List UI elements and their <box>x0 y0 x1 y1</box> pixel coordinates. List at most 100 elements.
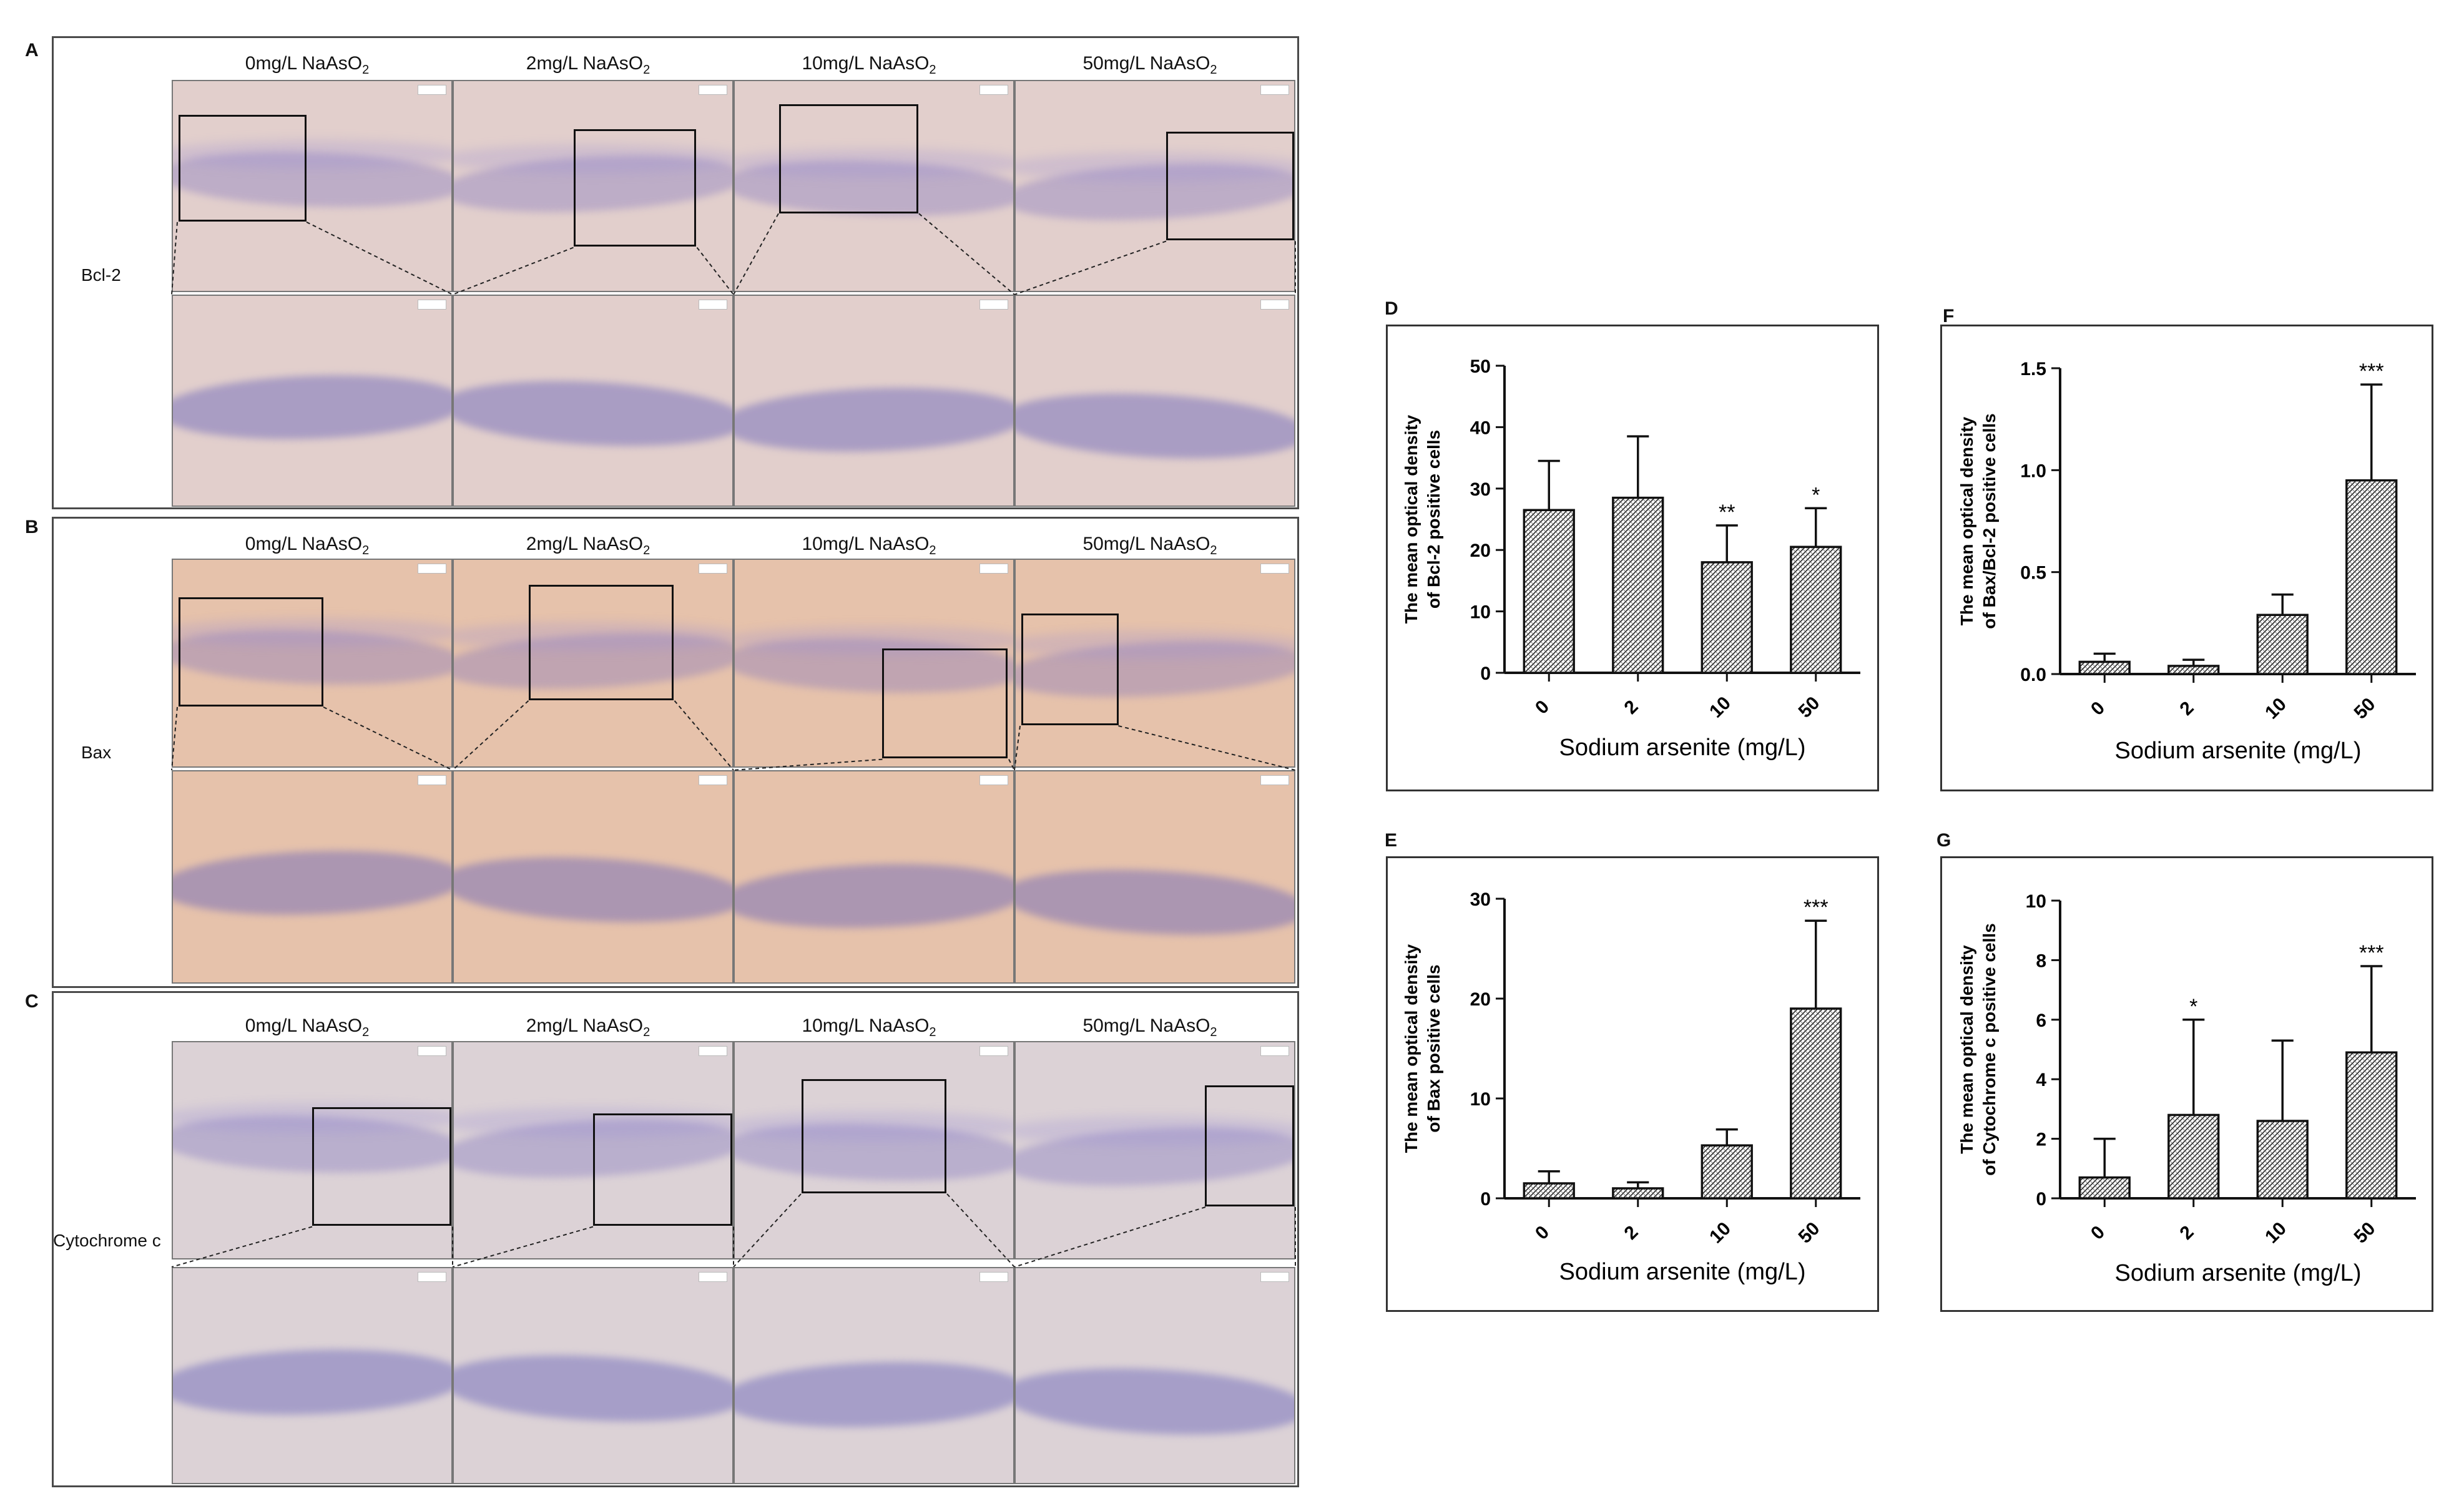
y-tick-label: 30 <box>1470 479 1491 500</box>
pyramidal-layer-halo <box>173 617 451 647</box>
x-axis-title: Sodium arsenite (mg/L) <box>1559 1259 1806 1285</box>
significance-marker: *** <box>2359 941 2384 965</box>
column-header: 0mg/L NaAsO2 <box>245 53 370 77</box>
bar <box>2167 1113 2220 1200</box>
y-tick-label: 1.0 <box>2020 461 2046 481</box>
micrograph-400x-C-1 <box>453 1267 734 1484</box>
roi-box <box>573 129 696 247</box>
y-tick-label: 1.5 <box>2020 359 2046 379</box>
bar <box>1612 1187 1664 1200</box>
y-tick-label: 0.5 <box>2020 563 2046 584</box>
roi-box <box>593 1113 732 1226</box>
x-tick-label: 0 <box>2087 1222 2109 1244</box>
y-tick-label: 4 <box>2036 1070 2046 1090</box>
y-tick-label: 8 <box>2036 951 2046 971</box>
column-header: 50mg/L NaAsO2 <box>1082 534 1217 557</box>
y-axis-title-line1: The mean optical density <box>1957 416 1976 625</box>
column-header: 10mg/L NaAsO2 <box>802 53 936 77</box>
panel-letter-B: B <box>25 517 39 537</box>
y-tick-label: 2 <box>2036 1130 2046 1150</box>
column-header: 50mg/L NaAsO2 <box>1082 1015 1217 1039</box>
panel-letter-E: E <box>1385 830 1398 851</box>
x-axis-title: Sodium arsenite (mg/L) <box>1559 735 1806 761</box>
scale-bar <box>1260 85 1289 95</box>
x-tick-label: 50 <box>1795 1218 1824 1248</box>
column-header: 50mg/L NaAsO2 <box>1082 53 1217 77</box>
scale-bar <box>418 300 446 310</box>
column-header: 2mg/L NaAsO2 <box>526 1015 650 1039</box>
y-tick-label: 10 <box>1470 602 1491 623</box>
y-tick-label: 50 <box>1470 356 1491 377</box>
micrograph-200x-B-2 <box>734 559 1014 768</box>
micrograph-200x-C-0 <box>172 1041 453 1259</box>
row-label-bax: Bax <box>81 743 112 762</box>
roi-box <box>779 104 919 213</box>
scale-bar <box>1260 564 1289 574</box>
y-tick-label: 0 <box>2036 1189 2046 1210</box>
y-axis-title-line1: The mean optical density <box>1401 414 1421 623</box>
micrograph-400x-B-2 <box>734 770 1014 984</box>
bar <box>2256 614 2309 675</box>
pyramidal-layer-halo <box>173 140 451 170</box>
micrograph-400x-C-3 <box>1014 1267 1295 1484</box>
roi-box <box>1205 1085 1294 1206</box>
y-axis-title-line1: The mean optical density <box>1957 945 1976 1154</box>
bar <box>2256 1120 2309 1200</box>
micrograph-400x-B-1 <box>453 770 734 984</box>
pyramidal-layer-halo <box>1016 1115 1294 1147</box>
micrograph-400x-C-2 <box>734 1267 1014 1484</box>
x-tick-label: 2 <box>1620 1222 1642 1244</box>
micrograph-400x-B-3 <box>1014 770 1295 984</box>
significance-marker: ** <box>1719 501 1735 524</box>
column-header: 2mg/L NaAsO2 <box>526 53 650 77</box>
scale-bar <box>699 1046 727 1056</box>
panel-letter-A: A <box>25 40 39 61</box>
bar <box>1790 1007 1842 1200</box>
y-tick-label: 0.0 <box>2020 665 2046 685</box>
pyramidal-layer-halo <box>454 144 732 174</box>
scale-bar <box>979 1046 1008 1056</box>
panel-letter-C: C <box>25 991 39 1012</box>
scale-bar <box>418 1046 446 1056</box>
scale-bar <box>979 300 1008 310</box>
scale-bar <box>418 775 446 785</box>
bar <box>2078 660 2131 675</box>
x-tick-label: 10 <box>2261 1218 2290 1248</box>
roi-box <box>178 114 307 222</box>
pyramidal-layer-halo <box>1016 152 1294 182</box>
micrograph-400x-A-3 <box>1014 295 1295 507</box>
panel-letter-D: D <box>1385 298 1398 319</box>
column-header: 0mg/L NaAsO2 <box>245 1015 370 1039</box>
roi-box <box>178 597 323 707</box>
roi-box <box>802 1078 946 1194</box>
x-tick-label: 50 <box>2350 1218 2380 1248</box>
significance-marker: *** <box>2359 359 2384 383</box>
significance-marker: * <box>1812 483 1820 507</box>
roi-box <box>312 1107 451 1226</box>
x-axis-title: Sodium arsenite (mg/L) <box>2115 1260 2362 1286</box>
roi-box <box>529 584 674 701</box>
scale-bar <box>979 775 1008 785</box>
scale-bar <box>699 564 727 574</box>
roi-box <box>1021 614 1119 725</box>
x-tick-label: 50 <box>2350 694 2380 723</box>
scale-bar <box>418 1272 446 1282</box>
panel-letter-G: G <box>1936 830 1951 851</box>
scale-bar <box>979 1272 1008 1282</box>
scale-bar <box>1260 775 1289 785</box>
bar <box>1790 545 1842 674</box>
x-axis-title: Sodium arsenite (mg/L) <box>2115 738 2362 764</box>
y-tick-label: 0 <box>1480 1189 1491 1210</box>
y-tick-label: 0 <box>1480 663 1491 684</box>
y-tick-label: 10 <box>2026 891 2046 912</box>
scale-bar <box>418 85 446 95</box>
y-axis-title-line2: of Cytochrome c positive cells <box>1980 923 1999 1176</box>
x-tick-label: 0 <box>1531 697 1553 718</box>
bar <box>2345 479 2398 675</box>
scale-bar <box>979 564 1008 574</box>
x-tick-label: 50 <box>1795 693 1824 722</box>
y-tick-label: 10 <box>1470 1089 1491 1110</box>
micrograph-400x-A-0 <box>172 295 453 507</box>
significance-marker: *** <box>1804 896 1828 919</box>
